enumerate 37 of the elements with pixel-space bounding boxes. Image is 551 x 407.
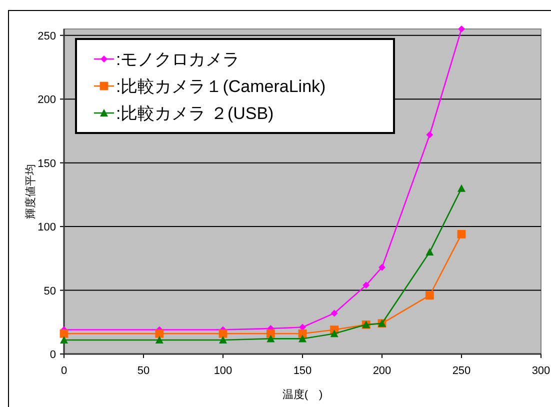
point xyxy=(218,329,228,338)
legend-label: :比較カメラ ２(USB) xyxy=(116,104,274,123)
point xyxy=(155,329,164,338)
point xyxy=(457,230,466,238)
point xyxy=(219,336,227,344)
point xyxy=(426,131,434,138)
y-tick-label: 50 xyxy=(44,285,56,298)
point xyxy=(155,336,164,344)
y-axis-title: 輝度値平均 xyxy=(24,164,37,219)
y-tick-label: 200 xyxy=(38,94,56,106)
legend-label: :比較カメラ１(CameraLink) xyxy=(116,77,326,96)
y-tick-label: 250 xyxy=(38,30,56,42)
point xyxy=(426,248,434,256)
x-axis-title: 温度( ) xyxy=(282,388,323,401)
point xyxy=(362,282,370,289)
x-tick-label: 50 xyxy=(137,365,150,377)
point xyxy=(458,26,465,32)
point xyxy=(266,334,275,342)
point xyxy=(426,291,434,300)
y-tick-label: 0 xyxy=(50,349,56,361)
x-tick-label: 250 xyxy=(452,365,471,377)
point xyxy=(330,330,338,338)
point xyxy=(378,264,386,271)
point xyxy=(266,329,275,338)
x-tick-label: 200 xyxy=(372,365,392,377)
point xyxy=(60,329,68,338)
y-tick-label: 100 xyxy=(38,222,56,234)
point xyxy=(330,310,338,317)
point xyxy=(60,336,68,344)
point xyxy=(298,334,306,342)
y-tick-label: 150 xyxy=(38,158,56,170)
x-tick-label: 0 xyxy=(60,365,68,377)
x-tick-label: 100 xyxy=(214,365,232,377)
point xyxy=(458,184,466,192)
x-tick-label: 300 xyxy=(532,365,550,377)
legend-label: :モノクロカメラ xyxy=(116,50,240,69)
x-tick-label: 150 xyxy=(293,365,312,377)
